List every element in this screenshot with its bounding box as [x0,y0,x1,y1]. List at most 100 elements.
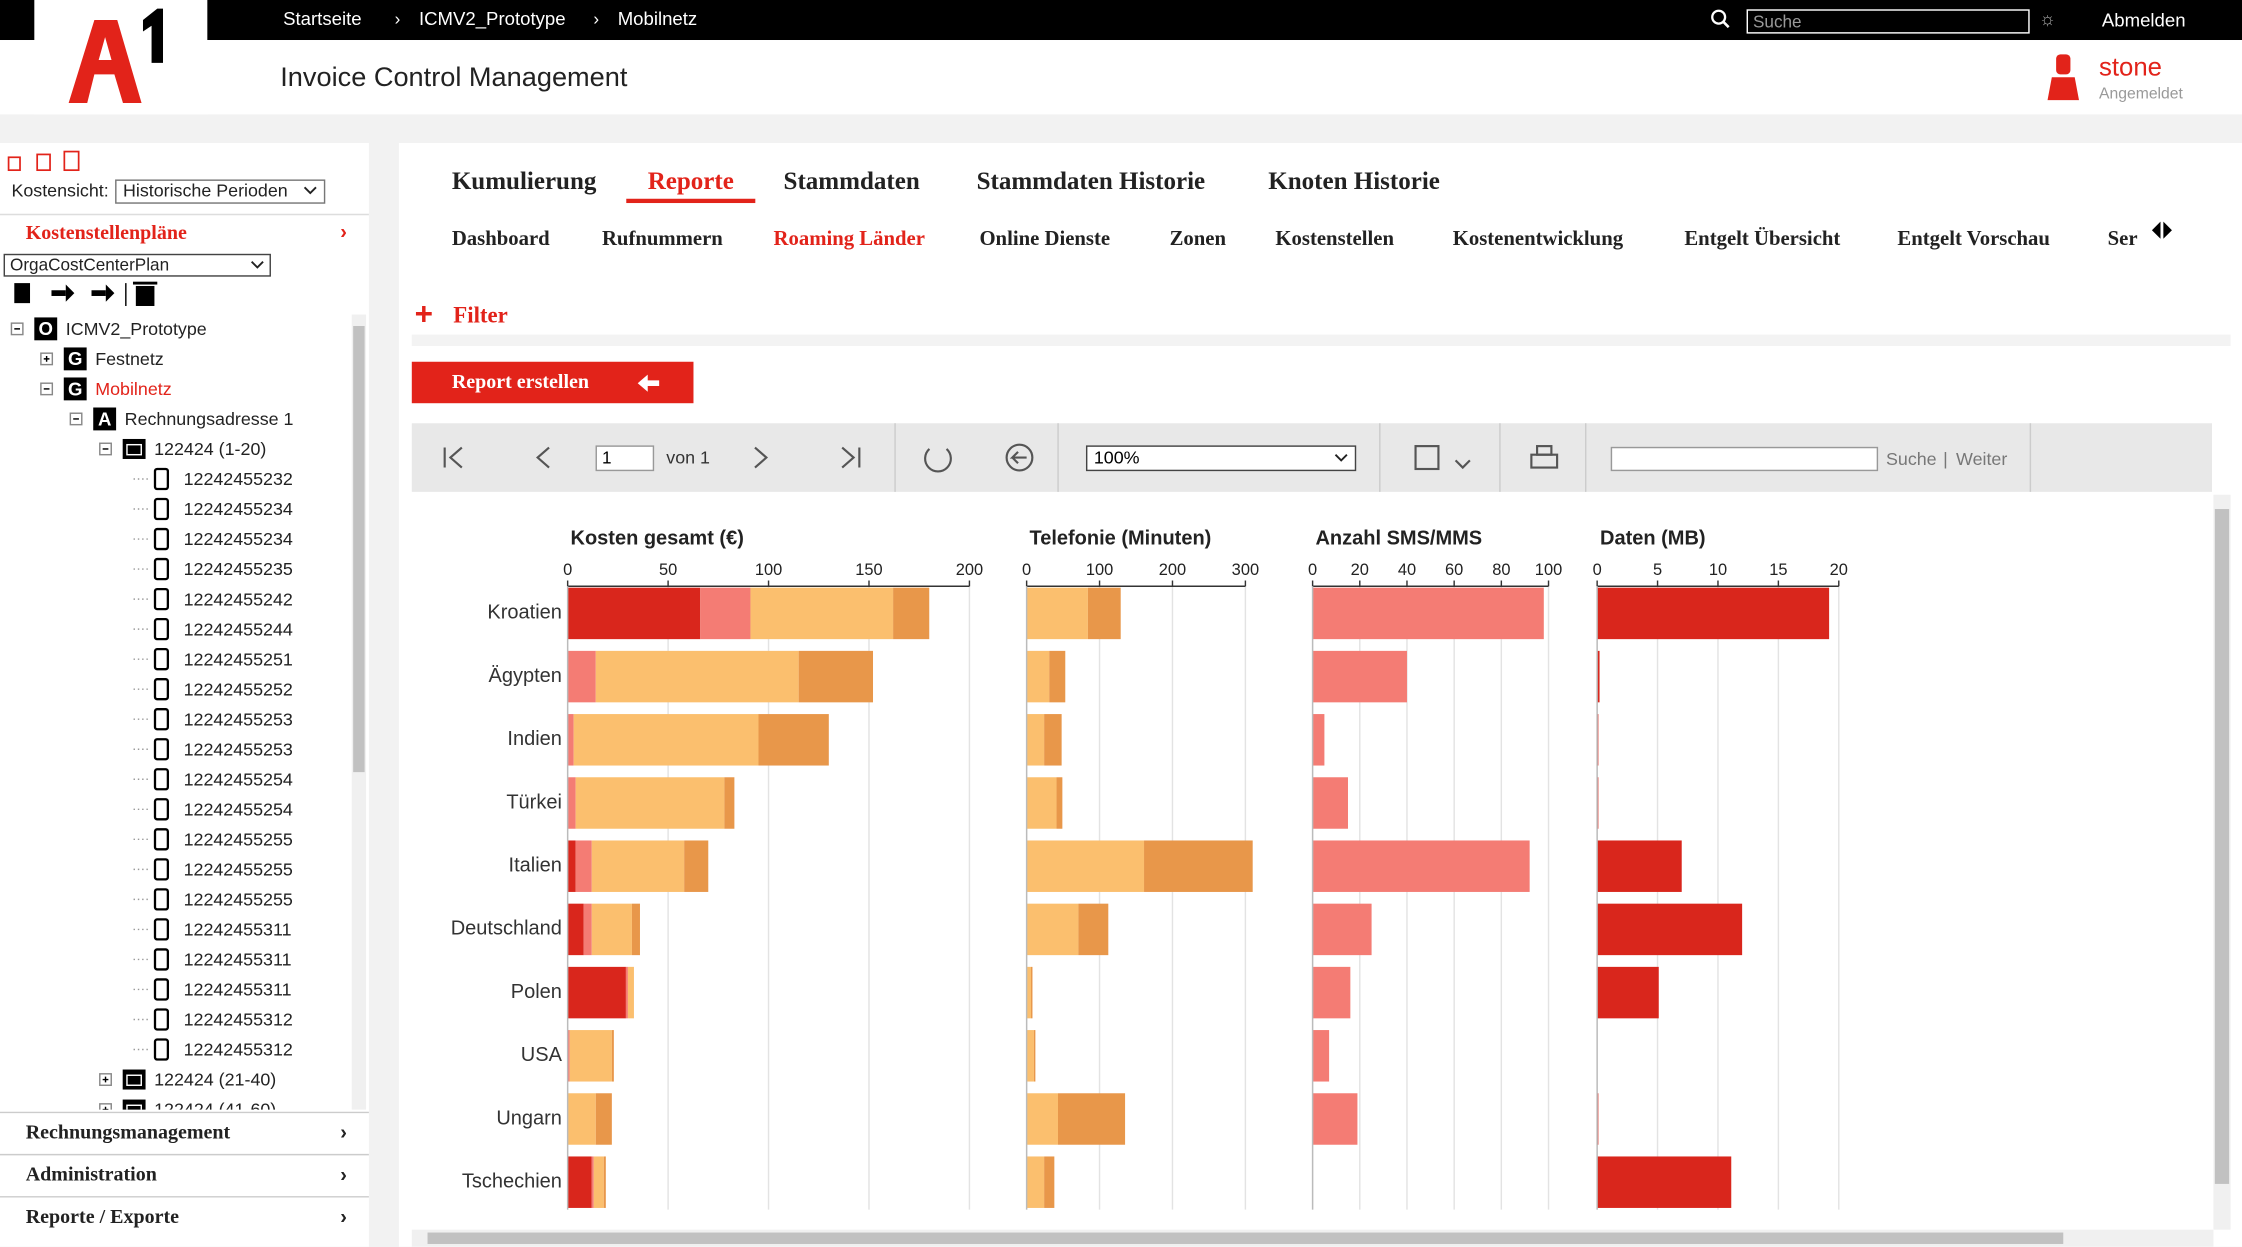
node-icon-letter: O [39,318,53,339]
tree-label[interactable]: 12242455312 [184,1040,293,1060]
bar-segment [1597,840,1682,892]
tree-label[interactable]: 12242455254 [184,769,293,789]
tab[interactable]: Stammdaten [784,168,920,195]
category-label: Türkei [506,791,562,813]
bar-segment [591,1156,594,1208]
tree-label[interactable]: Rechnungsadresse 1 [125,409,294,429]
breadcrumb[interactable]: Startseite [283,8,361,29]
tree-label[interactable]: 12242455254 [184,799,293,819]
subtab[interactable]: Ser [2108,228,2138,250]
zoom-select[interactable] [1085,445,1357,472]
scroll-thumb[interactable] [353,326,365,773]
tree-label[interactable]: 12242455235 [184,559,293,579]
bar-segment [1312,903,1372,956]
phone-icon [153,798,170,821]
x-tick-label: 0 [1022,561,1031,579]
phone-icon [153,617,170,641]
app-title: Invoice Control Management [280,61,628,92]
tree-label[interactable]: 12242455312 [184,1010,293,1030]
breadcrumb[interactable]: ICMV2_Prototype [419,8,566,30]
tree-label[interactable]: 122424 (21-40) [154,1070,276,1090]
tree-label[interactable]: 122424 (41-60) [154,1100,276,1120]
tree-label[interactable]: 12242455234 [184,499,293,519]
toolbar-icons[interactable] [443,443,1559,473]
subtab[interactable]: Roaming Länder [774,228,925,250]
subtab[interactable]: Entgelt Vorschau [1897,228,2050,250]
filter[interactable]: Filter [453,303,508,328]
tree-label[interactable]: 12242455253 [184,709,293,729]
tree-label[interactable]: 12242455253 [184,739,293,759]
bar-segment [567,966,626,1019]
search-icon[interactable] [1711,9,1730,29]
bar-segment [1597,903,1743,956]
menu-item[interactable]: Reporte / Exporte [26,1206,179,1228]
menu-item[interactable]: Administration [26,1164,157,1186]
tree-label[interactable]: 12242455311 [184,950,292,970]
tree-label[interactable]: Mobilnetz [95,379,172,399]
tree-label[interactable]: 12242455234 [184,529,293,549]
subtab-scroll[interactable] [2151,221,2172,239]
tree-label[interactable]: 12242455251 [184,649,293,669]
bulb-icon[interactable]: ☼ [2039,8,2056,29]
menu-item[interactable]: Rechnungsmanagement [26,1121,231,1143]
x-tick-label: 100 [755,561,782,579]
logout[interactable]: Abmelden [2102,9,2186,30]
kostensicht-select[interactable] [115,179,326,204]
tree-label[interactable]: 12242455252 [184,679,293,699]
tab[interactable]: Stammdaten Historie [977,168,1206,195]
tree-label[interactable]: 12242455255 [184,859,293,879]
bar-segment [567,650,596,703]
page-input[interactable] [595,445,655,472]
v-scroll-thumb[interactable] [2214,509,2230,1184]
chart-title: Telefonie (Minuten) [1029,527,1211,549]
category-label: Ungarn [496,1107,562,1129]
tree-label[interactable]: 12242455255 [184,890,293,910]
h-scroll-thumb[interactable] [427,1232,2064,1244]
breadcrumb[interactable]: Mobilnetz [618,8,698,29]
tree-label[interactable]: 12242455232 [184,469,293,489]
tab[interactable]: Knoten Historie [1268,168,1440,195]
tree-label[interactable]: ICMV2_Prototype [66,319,207,340]
tab[interactable]: Reporte [648,168,734,195]
bar-segment [1026,966,1032,1019]
node-icon [63,347,87,371]
find[interactable]: Suche [1886,449,1937,469]
subtab[interactable]: Dashboard [452,228,550,250]
tree-label[interactable]: 12242455311 [184,980,292,1000]
filter-bar [411,334,2231,347]
tree-label[interactable]: 12242455311 [184,920,292,940]
tree-label[interactable]: Festnetz [95,349,164,369]
tree-label[interactable]: 12242455244 [184,619,293,639]
bar-segment [603,1156,606,1208]
bar-segment [750,587,894,640]
subtab[interactable]: Rufnummern [602,228,723,250]
bar-segment [625,966,628,1019]
zoom-value: 100% [1094,448,1140,468]
x-tick-label: 5 [1653,561,1662,579]
tree-label[interactable]: 12242455242 [184,589,293,609]
tree-toolbar[interactable] [14,281,158,306]
subtab[interactable]: Entgelt Übersicht [1684,227,1840,250]
phone-icon [153,708,170,731]
tree-label[interactable]: 122424 (1-20) [154,439,266,459]
tab[interactable]: Kumulierung [452,168,597,195]
bar-segment [1026,1093,1058,1145]
folder-icon-inner [126,443,142,456]
x-tick-label: 15 [1769,561,1787,579]
subtab[interactable]: Kostenstellen [1275,228,1394,250]
subtab[interactable]: Online Dienste [979,228,1110,250]
phone-icon [153,918,170,941]
section-title[interactable]: Kostenstellenpläne [26,222,187,244]
x-tick-label: 0 [1593,561,1602,579]
bar-segment [567,840,576,892]
bar-segment [1031,966,1033,1019]
find-next[interactable]: Weiter [1956,449,2007,469]
plan-select[interactable] [3,253,271,277]
tree-label[interactable]: 12242455255 [184,829,293,849]
find-input[interactable] [1610,446,1879,472]
subtab[interactable]: Zonen [1170,228,1227,250]
bar-segment [1312,1030,1330,1082]
subtab[interactable]: Kostenentwicklung [1453,228,1624,250]
search-input[interactable] [1746,9,2030,34]
